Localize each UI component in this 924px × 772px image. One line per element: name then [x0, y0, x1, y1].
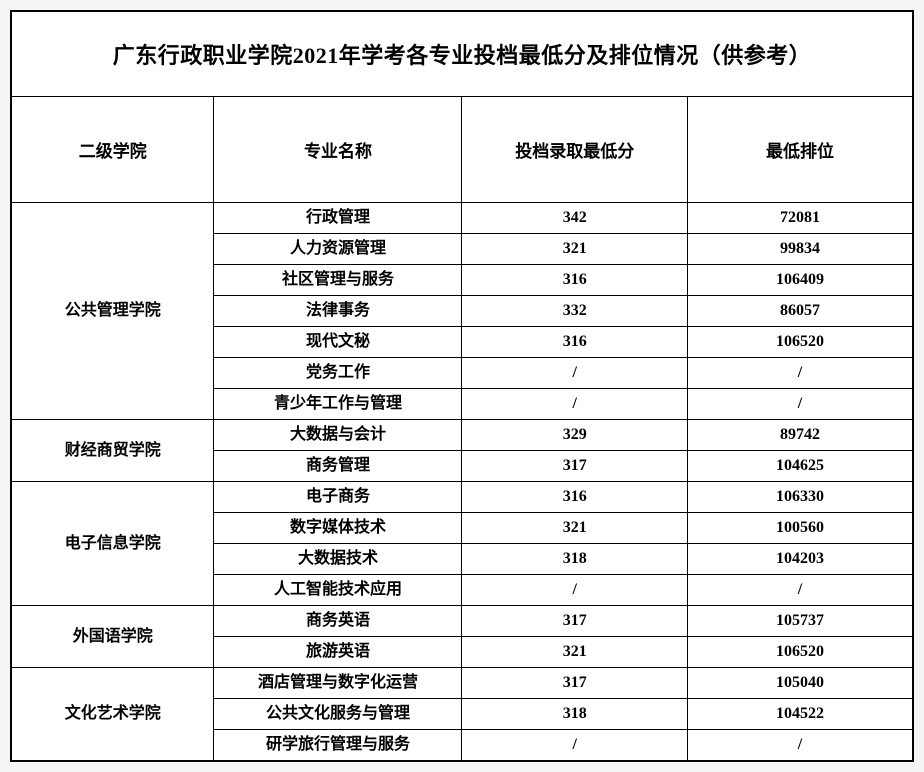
table-row: 文化艺术学院酒店管理与数字化运营317105040	[11, 668, 913, 699]
score-cell: 329	[462, 420, 688, 451]
rank-cell: 106520	[687, 637, 913, 668]
major-name-cell: 商务管理	[214, 451, 462, 482]
table-body: 公共管理学院行政管理34272081人力资源管理32199834社区管理与服务3…	[11, 203, 913, 762]
rank-cell: /	[687, 358, 913, 389]
header-score: 投档录取最低分	[462, 97, 688, 203]
score-cell: /	[462, 730, 688, 762]
rank-cell: 99834	[687, 234, 913, 265]
major-name-cell: 数字媒体技术	[214, 513, 462, 544]
rank-cell: 105040	[687, 668, 913, 699]
rank-cell: 106520	[687, 327, 913, 358]
score-cell: 317	[462, 606, 688, 637]
rank-cell: 72081	[687, 203, 913, 234]
table-row: 公共管理学院行政管理34272081	[11, 203, 913, 234]
score-cell: /	[462, 389, 688, 420]
major-name-cell: 党务工作	[214, 358, 462, 389]
score-cell: 316	[462, 265, 688, 296]
major-name-cell: 人力资源管理	[214, 234, 462, 265]
major-name-cell: 公共文化服务与管理	[214, 699, 462, 730]
header-rank: 最低排位	[687, 97, 913, 203]
score-cell: 317	[462, 451, 688, 482]
college-name-cell: 电子信息学院	[11, 482, 214, 606]
major-name-cell: 法律事务	[214, 296, 462, 327]
score-cell: /	[462, 358, 688, 389]
major-name-cell: 大数据技术	[214, 544, 462, 575]
college-name-cell: 公共管理学院	[11, 203, 214, 420]
rank-cell: 105737	[687, 606, 913, 637]
table-row: 电子信息学院电子商务316106330	[11, 482, 913, 513]
college-name-cell: 外国语学院	[11, 606, 214, 668]
rank-cell: /	[687, 730, 913, 762]
major-name-cell: 大数据与会计	[214, 420, 462, 451]
rank-cell: 106330	[687, 482, 913, 513]
table-row: 财经商贸学院大数据与会计32989742	[11, 420, 913, 451]
score-cell: 316	[462, 482, 688, 513]
rank-cell: 104203	[687, 544, 913, 575]
major-name-cell: 人工智能技术应用	[214, 575, 462, 606]
score-cell: 316	[462, 327, 688, 358]
score-cell: 318	[462, 544, 688, 575]
major-name-cell: 旅游英语	[214, 637, 462, 668]
major-name-cell: 行政管理	[214, 203, 462, 234]
score-cell: 342	[462, 203, 688, 234]
admission-table: 广东行政职业学院2021年学考各专业投档最低分及排位情况（供参考） 二级学院 专…	[10, 10, 914, 762]
major-name-cell: 现代文秘	[214, 327, 462, 358]
major-name-cell: 青少年工作与管理	[214, 389, 462, 420]
college-name-cell: 文化艺术学院	[11, 668, 214, 762]
rank-cell: 89742	[687, 420, 913, 451]
rank-cell: /	[687, 575, 913, 606]
rank-cell: 104625	[687, 451, 913, 482]
rank-cell: 106409	[687, 265, 913, 296]
rank-cell: 100560	[687, 513, 913, 544]
rank-cell: 86057	[687, 296, 913, 327]
major-name-cell: 研学旅行管理与服务	[214, 730, 462, 762]
document-container: 广东行政职业学院2021年学考各专业投档最低分及排位情况（供参考） 二级学院 专…	[10, 10, 914, 762]
score-cell: 321	[462, 234, 688, 265]
score-cell: 321	[462, 637, 688, 668]
major-name-cell: 电子商务	[214, 482, 462, 513]
major-name-cell: 商务英语	[214, 606, 462, 637]
table-title: 广东行政职业学院2021年学考各专业投档最低分及排位情况（供参考）	[11, 11, 913, 97]
major-name-cell: 酒店管理与数字化运营	[214, 668, 462, 699]
title-row: 广东行政职业学院2021年学考各专业投档最低分及排位情况（供参考）	[11, 11, 913, 97]
header-major: 专业名称	[214, 97, 462, 203]
header-row: 二级学院 专业名称 投档录取最低分 最低排位	[11, 97, 913, 203]
score-cell: 318	[462, 699, 688, 730]
rank-cell: /	[687, 389, 913, 420]
score-cell: 317	[462, 668, 688, 699]
college-name-cell: 财经商贸学院	[11, 420, 214, 482]
rank-cell: 104522	[687, 699, 913, 730]
header-college: 二级学院	[11, 97, 214, 203]
score-cell: 321	[462, 513, 688, 544]
score-cell: 332	[462, 296, 688, 327]
table-row: 外国语学院商务英语317105737	[11, 606, 913, 637]
major-name-cell: 社区管理与服务	[214, 265, 462, 296]
score-cell: /	[462, 575, 688, 606]
